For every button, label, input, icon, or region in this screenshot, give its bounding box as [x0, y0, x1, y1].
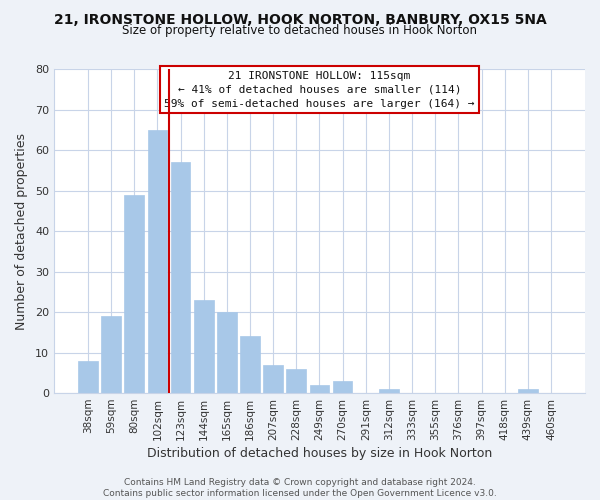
X-axis label: Distribution of detached houses by size in Hook Norton: Distribution of detached houses by size …: [147, 447, 492, 460]
Bar: [310, 385, 329, 393]
Text: 21, IRONSTONE HOLLOW, HOOK NORTON, BANBURY, OX15 5NA: 21, IRONSTONE HOLLOW, HOOK NORTON, BANBU…: [53, 12, 547, 26]
Bar: [101, 316, 121, 393]
Text: Size of property relative to detached houses in Hook Norton: Size of property relative to detached ho…: [122, 24, 478, 37]
Bar: [333, 381, 352, 393]
Bar: [379, 389, 399, 393]
Y-axis label: Number of detached properties: Number of detached properties: [15, 132, 28, 330]
Bar: [148, 130, 167, 393]
Text: Contains HM Land Registry data © Crown copyright and database right 2024.
Contai: Contains HM Land Registry data © Crown c…: [103, 478, 497, 498]
Bar: [124, 194, 144, 393]
Bar: [194, 300, 214, 393]
Bar: [286, 369, 306, 393]
Bar: [518, 389, 538, 393]
Bar: [240, 336, 260, 393]
Bar: [78, 360, 98, 393]
Text: 21 IRONSTONE HOLLOW: 115sqm
← 41% of detached houses are smaller (114)
59% of se: 21 IRONSTONE HOLLOW: 115sqm ← 41% of det…: [164, 70, 475, 108]
Bar: [263, 364, 283, 393]
Bar: [217, 312, 236, 393]
Bar: [170, 162, 190, 393]
